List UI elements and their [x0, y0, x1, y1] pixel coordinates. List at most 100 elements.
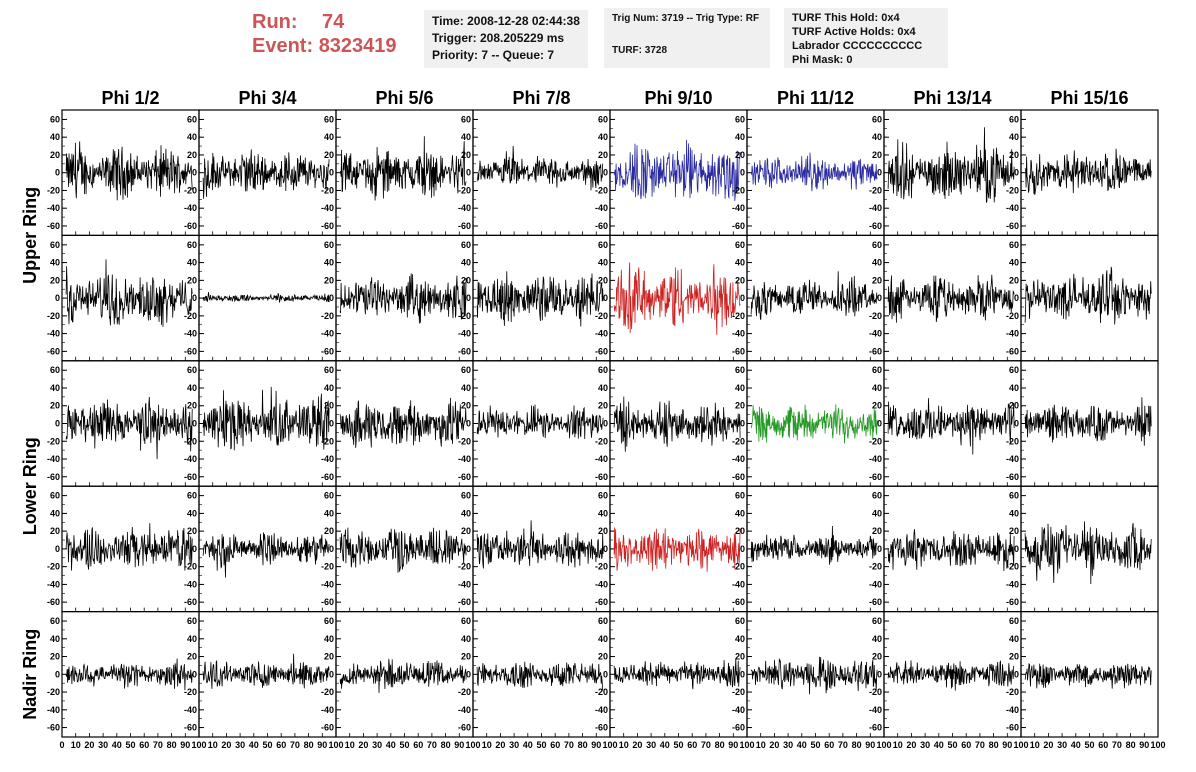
y-tick-label: 20 [598, 652, 608, 662]
y-tick-label: -40 [321, 705, 334, 715]
y-tick-label: 40 [324, 258, 334, 268]
x-tick-label: 60 [824, 740, 834, 750]
waveform-trace [476, 145, 604, 191]
y-tick-label: 20 [461, 526, 471, 536]
x-tick-label: 100 [739, 740, 754, 750]
waveform-trace [65, 396, 193, 460]
y-tick-label: -40 [595, 454, 608, 464]
x-tick-label: 50 [673, 740, 683, 750]
y-tick-label: -20 [184, 311, 197, 321]
y-tick-label: 40 [598, 132, 608, 142]
column-title-4: Phi 7/8 [512, 88, 570, 108]
y-tick-label: -20 [47, 436, 60, 446]
y-tick-label: -40 [184, 705, 197, 715]
y-tick-label: -60 [732, 346, 745, 356]
y-tick-label: 40 [461, 132, 471, 142]
x-tick-label: 80 [441, 740, 451, 750]
y-tick-label: -20 [321, 311, 334, 321]
y-tick-label: -40 [321, 454, 334, 464]
y-tick-label: -60 [184, 723, 197, 733]
y-tick-label: 60 [461, 240, 471, 250]
waveform-trace [1024, 663, 1152, 689]
x-tick-label: 80 [304, 740, 314, 750]
column-title-6: Phi 11/12 [777, 88, 854, 108]
event-label: Event: [252, 35, 314, 57]
x-tick-label: 90 [728, 740, 738, 750]
x-tick-label: 30 [646, 740, 656, 750]
y-tick-label: 20 [461, 652, 471, 662]
y-tick-label: -20 [1006, 436, 1019, 446]
row-title-2: Lower Ring [20, 437, 40, 535]
y-tick-label: -20 [184, 687, 197, 697]
y-tick-label: 60 [735, 365, 745, 375]
y-tick-label: -40 [184, 203, 197, 213]
y-tick-label: -60 [732, 221, 745, 231]
y-tick-label: 0 [877, 419, 882, 429]
waveform-trace [750, 656, 878, 695]
x-tick-label: 40 [660, 740, 670, 750]
y-tick-label: -20 [458, 562, 471, 572]
y-tick-label: -60 [321, 597, 334, 607]
waveform-trace [613, 139, 741, 202]
y-tick-label: -20 [1006, 185, 1019, 195]
y-tick-label: 60 [50, 240, 60, 250]
y-tick-label: 0 [603, 419, 608, 429]
y-tick-label: 60 [872, 240, 882, 250]
y-tick-label: 20 [598, 526, 608, 536]
y-tick-label: 40 [187, 132, 197, 142]
priority-line: Priority: 7 -- Queue: 7 [432, 48, 555, 62]
y-tick-label: 60 [324, 114, 334, 124]
x-tick-label: 10 [482, 740, 492, 750]
x-tick-label: 70 [427, 740, 437, 750]
y-tick-label: 20 [1009, 150, 1019, 160]
waveform-trace [613, 262, 741, 335]
y-tick-label: -40 [869, 705, 882, 715]
y-tick-label: -20 [47, 311, 60, 321]
y-tick-label: 0 [329, 168, 334, 178]
y-tick-label: -60 [458, 346, 471, 356]
x-tick-label: 60 [276, 740, 286, 750]
y-tick-label: -60 [869, 346, 882, 356]
y-tick-label: 40 [735, 508, 745, 518]
y-tick-label: -40 [47, 203, 60, 213]
event-value: 8323419 [318, 35, 397, 57]
x-tick-label: 60 [413, 740, 423, 750]
y-tick-label: -20 [869, 562, 882, 572]
y-tick-label: -60 [321, 472, 334, 482]
y-tick-label: -60 [869, 723, 882, 733]
y-tick-label: -20 [732, 185, 745, 195]
y-tick-label: 60 [461, 114, 471, 124]
labrador-line: Labrador CCCCCCCCCC [792, 40, 923, 52]
y-tick-label: -60 [458, 221, 471, 231]
y-tick-label: 20 [50, 401, 60, 411]
y-tick-label: 60 [1009, 616, 1019, 626]
row-title-3: Nadir Ring [20, 629, 40, 720]
y-tick-label: -60 [321, 723, 334, 733]
x-tick-label: 10 [71, 740, 81, 750]
y-tick-label: 0 [740, 293, 745, 303]
y-tick-label: 20 [187, 652, 197, 662]
time-line: Time: 2008-12-28 02:44:38 [432, 14, 580, 28]
x-tick-label: 70 [564, 740, 574, 750]
y-tick-label: 60 [187, 616, 197, 626]
x-tick-label: 10 [756, 740, 766, 750]
y-tick-label: 40 [872, 383, 882, 393]
y-tick-label: -20 [732, 562, 745, 572]
y-tick-label: -20 [1006, 311, 1019, 321]
y-tick-label: -40 [458, 203, 471, 213]
waveform-trace [202, 291, 330, 303]
y-tick-label: -20 [869, 311, 882, 321]
x-tick-label: 70 [975, 740, 985, 750]
y-tick-label: -40 [595, 579, 608, 589]
y-tick-label: 20 [735, 526, 745, 536]
x-tick-label: 40 [797, 740, 807, 750]
column-title-2: Phi 3/4 [238, 88, 296, 108]
x-tick-label: 70 [1112, 740, 1122, 750]
y-tick-label: 40 [461, 258, 471, 268]
waveform-trace [887, 274, 1015, 323]
turf-info-box: TURF This Hold: 0x4 TURF Active Holds: 0… [784, 8, 948, 68]
panel-frame [609, 360, 748, 487]
y-tick-label: 0 [466, 168, 471, 178]
y-tick-label: 0 [740, 419, 745, 429]
waveform-trace [613, 658, 741, 690]
